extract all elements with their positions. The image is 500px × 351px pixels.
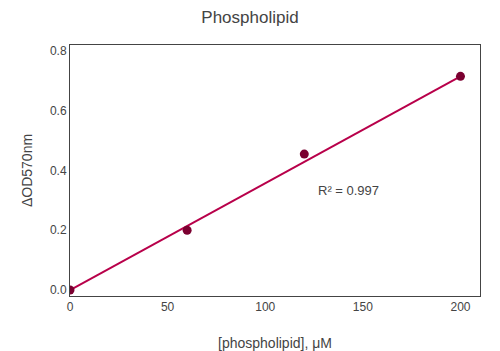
svg-text:Phospholipid: Phospholipid xyxy=(201,8,298,27)
svg-text:200: 200 xyxy=(450,300,470,314)
svg-text:0.6: 0.6 xyxy=(50,104,67,118)
svg-text:150: 150 xyxy=(353,300,373,314)
svg-text:100: 100 xyxy=(255,300,275,314)
svg-text:0.2: 0.2 xyxy=(50,223,67,237)
svg-text:[phospholipid], μM: [phospholipid], μM xyxy=(218,335,332,351)
svg-text:50: 50 xyxy=(161,300,175,314)
svg-text:0.4: 0.4 xyxy=(50,164,67,178)
svg-text:0.8: 0.8 xyxy=(50,44,67,58)
svg-text:0: 0 xyxy=(67,300,74,314)
svg-text:0.0: 0.0 xyxy=(50,283,67,297)
svg-text:R² = 0.997: R² = 0.997 xyxy=(318,183,379,198)
svg-text:ΔOD570nm: ΔOD570nm xyxy=(19,134,35,207)
